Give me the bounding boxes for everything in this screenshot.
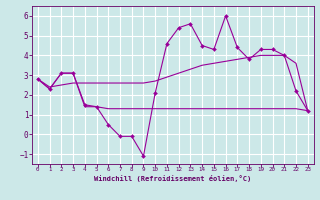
X-axis label: Windchill (Refroidissement éolien,°C): Windchill (Refroidissement éolien,°C) xyxy=(94,175,252,182)
